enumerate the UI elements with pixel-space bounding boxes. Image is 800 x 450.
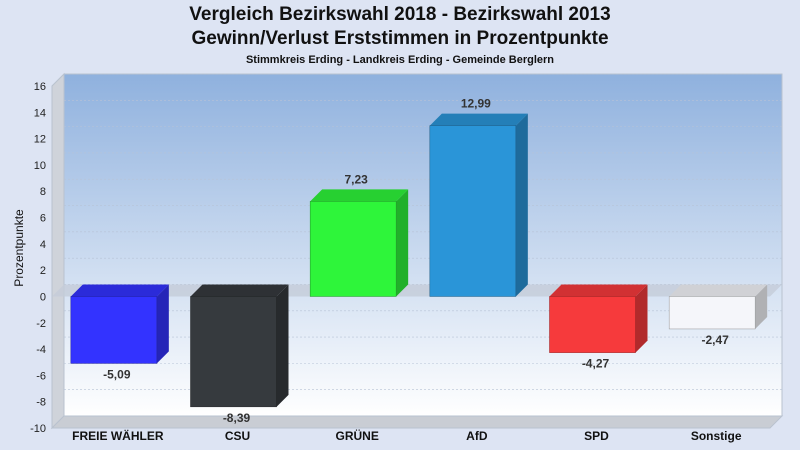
value-label: -4,27	[582, 357, 610, 371]
x-tick-label: FREIE WÄHLER	[72, 428, 164, 443]
y-axis-label: Prozentpunkte	[12, 209, 26, 287]
bar	[190, 296, 277, 408]
bar-top	[669, 284, 768, 297]
bar-side	[515, 113, 528, 297]
bar-side	[755, 284, 768, 329]
bar-4: -4,27	[549, 284, 648, 371]
value-label: -8,39	[223, 411, 251, 425]
y-tick-label: -10	[30, 423, 46, 435]
side-wall	[51, 72, 65, 430]
y-axis-ticks: 16 14 12 10 8 6 4 2 0 -2 -4 -6 -8 -10	[30, 81, 46, 435]
chart-caption: Stimmkreis Erding - Landkreis Erding - G…	[245, 54, 555, 66]
y-tick-label: 4	[40, 239, 46, 251]
bar	[549, 296, 636, 353]
value-label: -2,47	[701, 333, 729, 347]
value-label: 12,99	[461, 97, 491, 111]
bars: -5,09 -8,39 7,23 12,99 -4,27 -2,47	[70, 97, 768, 425]
y-tick-label: 14	[34, 107, 46, 119]
y-tick-label: 2	[40, 265, 46, 277]
bar-1: -8,39	[190, 284, 289, 425]
bar-side	[635, 284, 648, 353]
bar	[668, 296, 756, 330]
y-tick-label: 8	[40, 186, 46, 198]
chart-subtitle: Gewinn/Verlust Erststimmen in Prozentpun…	[191, 28, 609, 49]
y-tick-label: 0	[40, 291, 46, 303]
bar-side	[156, 284, 169, 364]
floor	[50, 415, 784, 429]
y-tick-label: -6	[36, 370, 46, 382]
x-axis-labels: FREIE WÄHLER CSU GRÜNE AfD SPD Sonstige	[72, 428, 742, 443]
x-tick-label: Sonstige	[691, 429, 742, 443]
y-tick-label: 6	[40, 213, 46, 225]
bar	[70, 296, 158, 364]
plot-background	[63, 73, 783, 417]
bar-side	[276, 284, 289, 407]
y-tick-label: 12	[34, 134, 46, 146]
chart-title: Vergleich Bezirkswahl 2018 - Bezirkswahl…	[189, 4, 611, 25]
bar-top	[429, 113, 528, 126]
y-tick-label: 16	[34, 81, 46, 93]
bar-2: 7,23	[309, 172, 409, 297]
y-tick-label: -2	[36, 318, 46, 330]
value-label: 7,23	[344, 172, 368, 186]
bar	[429, 125, 517, 297]
x-tick-label: CSU	[225, 429, 250, 443]
x-tick-label: GRÜNE	[335, 428, 378, 443]
bar	[309, 201, 397, 297]
bar-top	[70, 284, 169, 297]
bar-side	[396, 189, 409, 297]
y-tick-label: 10	[34, 160, 46, 172]
bar-top	[310, 189, 409, 202]
x-tick-label: AfD	[466, 429, 488, 443]
bar-top	[549, 284, 648, 297]
plot-area	[50, 72, 784, 430]
bar-3: 12,99	[429, 97, 528, 297]
x-tick-label: SPD	[584, 429, 609, 443]
bar-5: -2,47	[668, 284, 768, 347]
y-tick-label: -4	[36, 344, 46, 356]
y-tick-label: -8	[36, 397, 46, 409]
value-label: -5,09	[103, 367, 131, 381]
bar-0: -5,09	[70, 284, 169, 381]
bar-top	[190, 284, 289, 297]
